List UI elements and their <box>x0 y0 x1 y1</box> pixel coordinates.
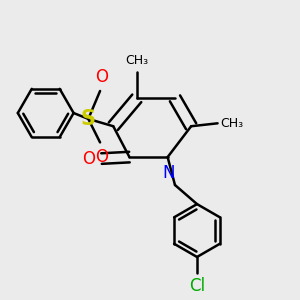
Text: CH₃: CH₃ <box>220 117 244 130</box>
Text: S: S <box>81 109 96 129</box>
Text: CH₃: CH₃ <box>125 55 148 68</box>
Text: N: N <box>163 164 175 182</box>
Text: Cl: Cl <box>189 277 205 295</box>
Text: O: O <box>95 148 108 166</box>
Text: O: O <box>82 150 95 168</box>
Text: O: O <box>95 68 108 86</box>
